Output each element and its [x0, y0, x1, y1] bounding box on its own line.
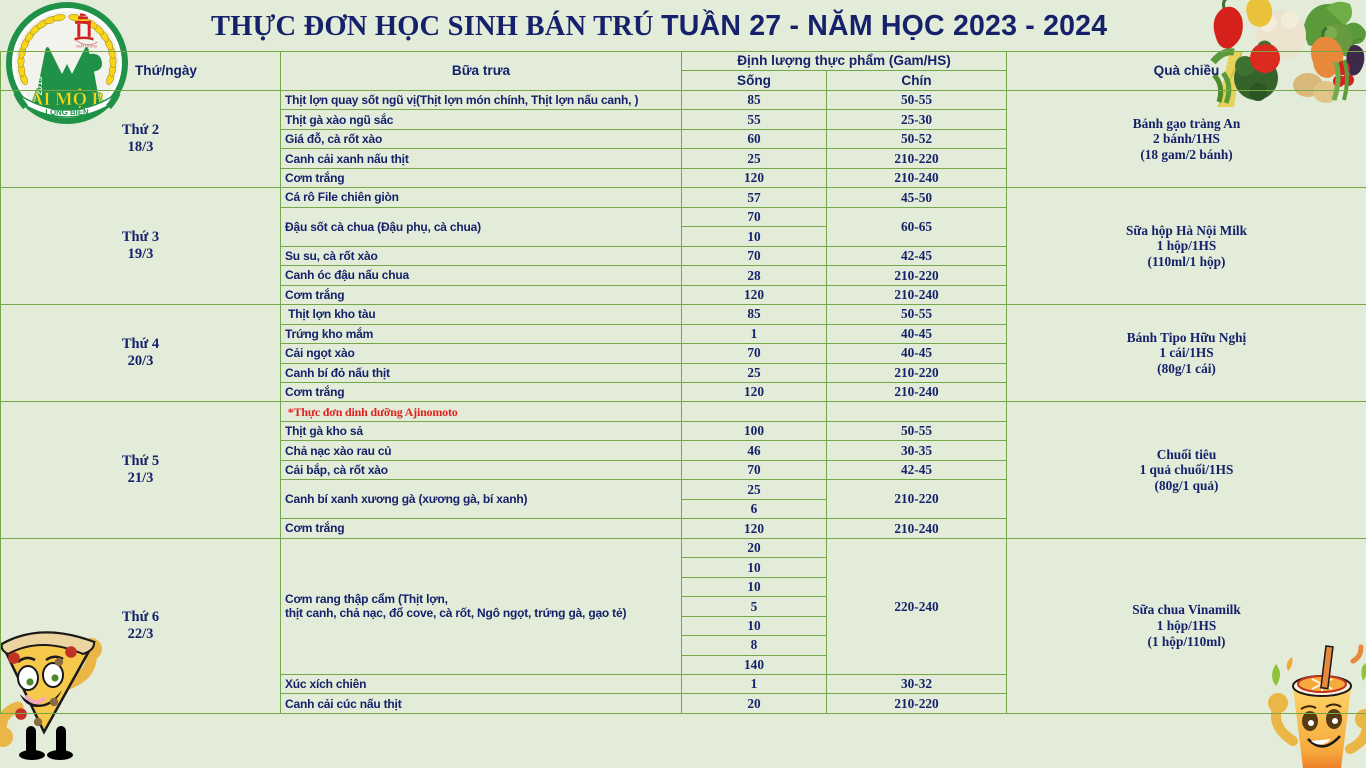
svg-text:CHẤT LƯỢNG: CHẤT LƯỢNG	[76, 45, 98, 49]
